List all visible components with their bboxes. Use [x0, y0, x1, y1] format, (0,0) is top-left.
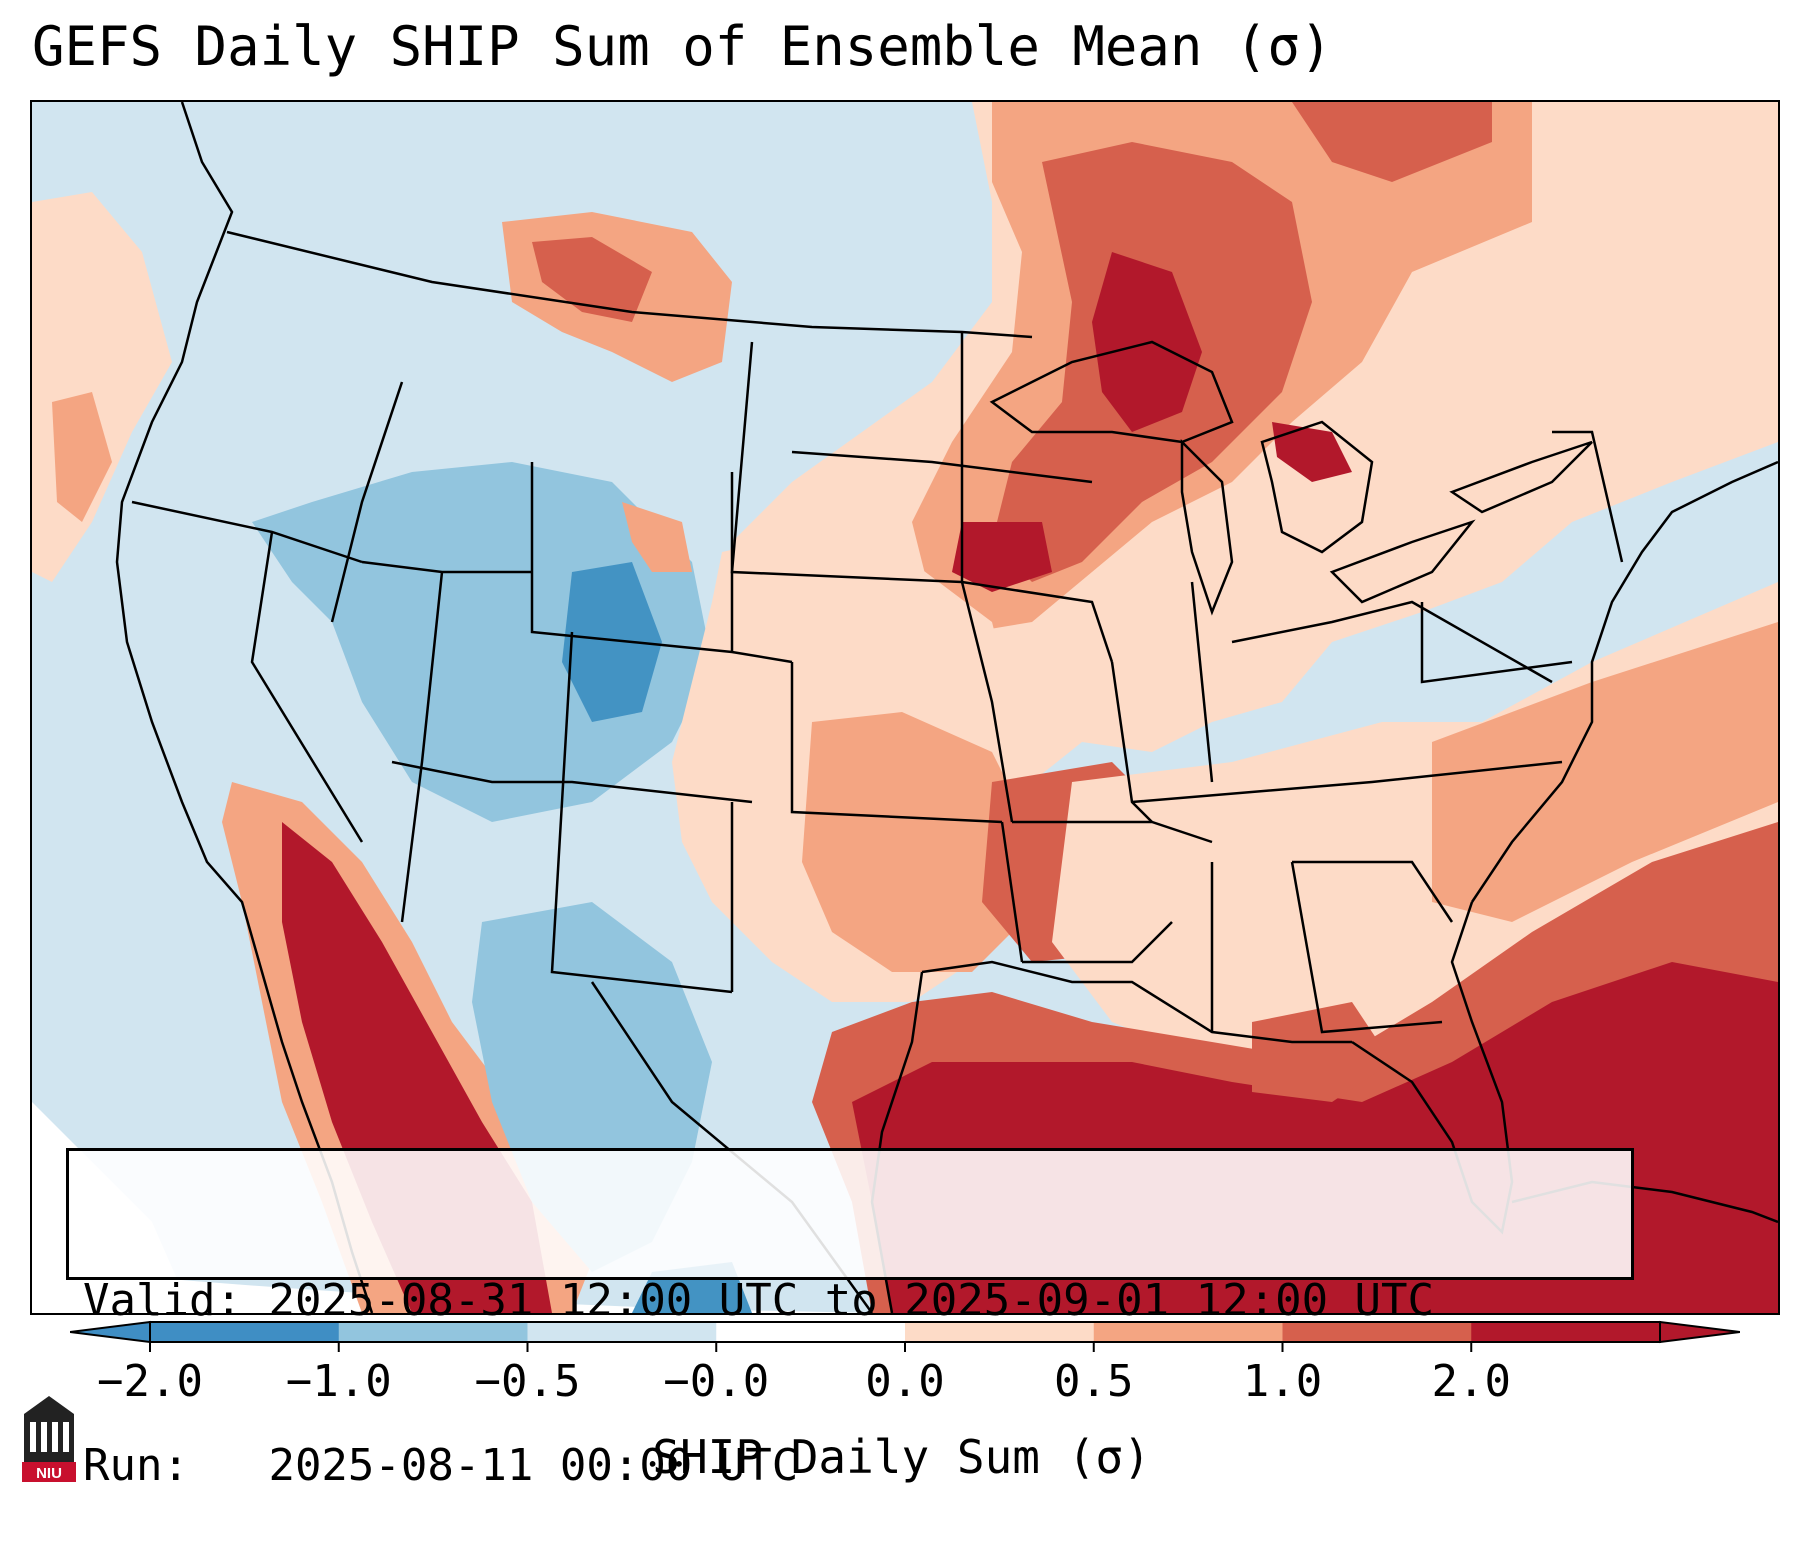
- colorbar-tick-label: 1.0: [1242, 1356, 1323, 1407]
- colorbar-tick-label: −1.0: [285, 1356, 392, 1407]
- boundary-lines: [115, 102, 1778, 1313]
- southwest-negative-region: [252, 462, 712, 822]
- colorbar-segment: [905, 1322, 1095, 1342]
- valid-label: Valid:: [83, 1275, 242, 1326]
- logo-text: NIU: [36, 1465, 62, 1482]
- colorbar-tick-label: −0.0: [663, 1356, 770, 1407]
- colorbar-segment: [150, 1322, 340, 1342]
- colorbar-tick-label: 0.0: [865, 1356, 945, 1407]
- colorbar-tick-label: −2.0: [97, 1356, 203, 1407]
- valid-run-info-box: Valid: 2025-08-31 12:00 UTC to 2025-09-0…: [66, 1148, 1634, 1491]
- ship-anomaly-map: [32, 102, 1778, 1313]
- valid-value: 2025-08-31 12:00 UTC to 2025-09-01 12:00…: [268, 1275, 1435, 1326]
- colorbar-segment: [338, 1322, 528, 1342]
- colorbar-tick-label: −0.5: [474, 1356, 581, 1407]
- niu-logo: NIU: [22, 1396, 76, 1482]
- colorbar: [70, 1320, 1740, 1352]
- colorbar-segment: [1093, 1322, 1283, 1342]
- colorbar-segment: [527, 1322, 717, 1342]
- colorbar-label: SHIP Daily Sum (σ): [652, 1430, 1151, 1484]
- map-panel: [30, 100, 1780, 1315]
- run-label: Run:: [83, 1440, 189, 1491]
- colorbar-segment: [1471, 1322, 1661, 1342]
- colorbar-tick-label: 2.0: [1431, 1356, 1511, 1407]
- map-title: GEFS Daily SHIP Sum of Ensemble Mean (σ): [32, 15, 1333, 78]
- colorbar-segment: [1282, 1322, 1472, 1342]
- run-line: Run: 2025-08-11 00:00 UTC: [83, 1438, 1617, 1493]
- run-value: 2025-08-11 00:00 UTC: [268, 1440, 799, 1491]
- valid-line: Valid: 2025-08-31 12:00 UTC to 2025-09-0…: [83, 1273, 1617, 1328]
- colorbar-extend-low: [70, 1320, 151, 1344]
- colorbar-segment: [716, 1322, 906, 1342]
- colorbar-extend-high: [1659, 1320, 1740, 1344]
- colorbar-tick-label: 0.5: [1054, 1356, 1134, 1407]
